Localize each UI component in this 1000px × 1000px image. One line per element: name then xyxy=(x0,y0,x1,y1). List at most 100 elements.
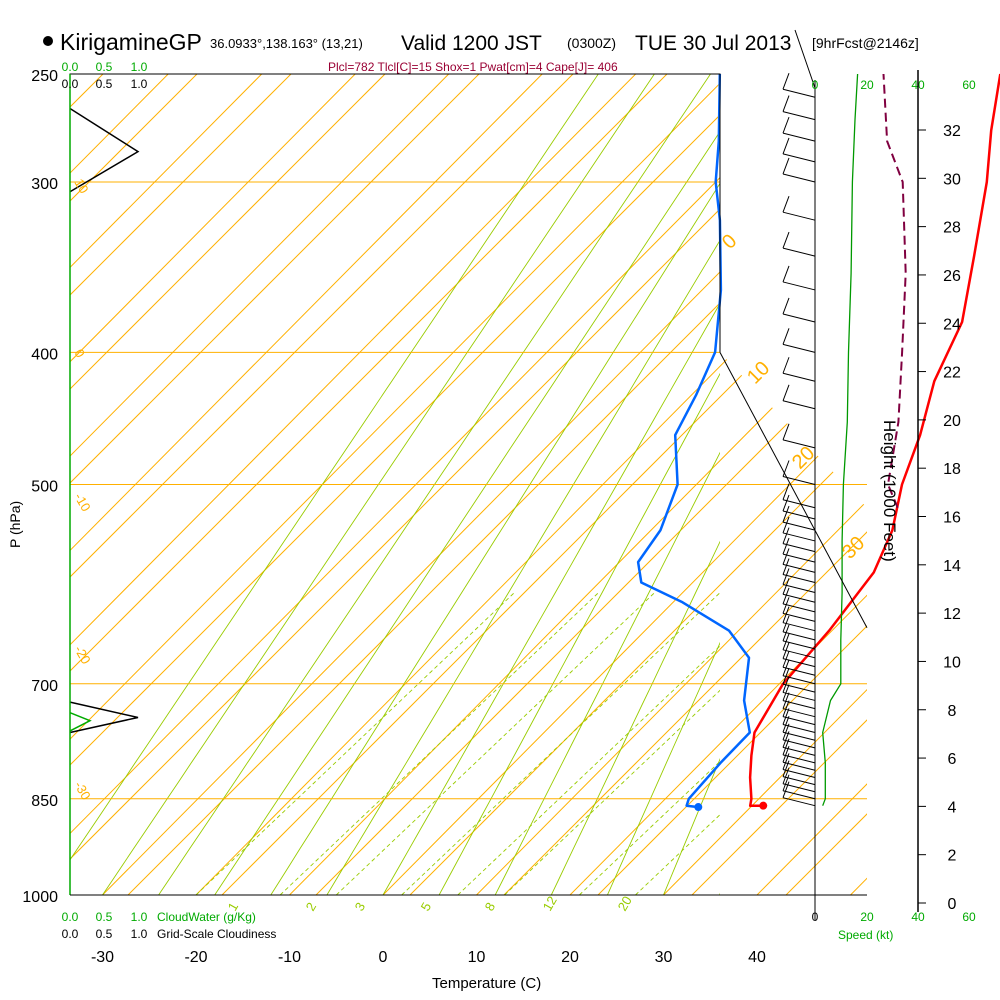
wind-barb-feather xyxy=(782,578,790,595)
wind-barb-shaft xyxy=(782,343,816,353)
wind-barb xyxy=(782,716,816,741)
isotherm-line xyxy=(663,74,867,895)
wind-barb xyxy=(782,597,816,622)
speed-axis-label: Speed (kt) xyxy=(838,928,893,942)
site-name: KirigamineGP xyxy=(60,29,202,55)
height-tick-label: 18 xyxy=(943,461,961,478)
moist-adiabat-line xyxy=(438,372,720,895)
wind-barb-feather xyxy=(782,505,790,523)
wind-barb xyxy=(782,231,816,257)
wind-barb-feather xyxy=(782,597,790,614)
wind-barb xyxy=(782,700,816,726)
moist-adiabat-line xyxy=(270,182,720,895)
wind-barb-feather xyxy=(782,781,790,798)
cloudiness-top-tick-label: 0.5 xyxy=(96,77,113,91)
pressure-tick-label: 850 xyxy=(31,793,58,810)
mixing-ratio-line xyxy=(579,760,720,895)
wind-barb-shaft xyxy=(782,683,816,693)
valid-date: TUE 30 Jul 2013 xyxy=(635,32,791,55)
wind-barb xyxy=(782,568,816,593)
wind-barb-shaft xyxy=(782,153,816,163)
speed-tick-label: 20 xyxy=(860,910,874,924)
wind-barb-feather xyxy=(782,423,790,441)
cloudiness-top-tick-label: 1.0 xyxy=(131,77,148,91)
mixing-ratio-lines xyxy=(195,592,720,895)
moist-adiabat-line xyxy=(102,74,655,895)
wind-barb xyxy=(782,505,816,531)
wind-barb-shaft xyxy=(782,173,816,183)
wind-barb-shaft xyxy=(782,708,816,718)
wind-barb-feather xyxy=(782,684,790,701)
wind-barb-shaft xyxy=(782,731,816,741)
wind-barb-shaft xyxy=(782,754,816,764)
wind-barb-feather xyxy=(782,297,790,315)
wind-barb-shaft xyxy=(782,372,816,382)
wind-barb xyxy=(782,196,816,221)
wind-barb-shaft xyxy=(782,666,816,676)
speed-top-tick-label: 20 xyxy=(860,78,874,92)
wind-barb-feather xyxy=(782,265,790,283)
wind-barb-shaft xyxy=(782,675,816,685)
wind-barb xyxy=(782,357,816,382)
wind-barb-shaft xyxy=(782,658,816,668)
wind-barb-feather xyxy=(782,384,790,401)
cloudiness-tick-label: 0.5 xyxy=(96,927,113,941)
height-tick-label: 32 xyxy=(943,123,961,140)
mixing-ratio-label: 20 xyxy=(615,893,635,913)
temperature-tick-label: -30 xyxy=(91,949,114,966)
wind-barb-feather xyxy=(782,231,790,249)
wind-barb-feather xyxy=(782,460,790,477)
wind-barb-shaft xyxy=(782,211,816,221)
wind-barb-shaft xyxy=(782,716,816,726)
mixing-ratio-label: 12 xyxy=(540,893,560,913)
wind-barb-shaft xyxy=(782,439,816,449)
wind-barb-shaft xyxy=(782,247,816,257)
cloudiness-tick-label: 0.0 xyxy=(62,927,79,941)
height-tick-label: 0 xyxy=(948,896,957,913)
wind-barb xyxy=(782,723,816,749)
wind-barb-shaft xyxy=(782,593,816,603)
wind-barb-feather xyxy=(782,708,790,725)
speed-top-tick-label: 60 xyxy=(962,78,976,92)
wind-barb-shaft xyxy=(782,132,816,142)
site-location: 36.0933°,138.163° (13,21) xyxy=(210,36,363,51)
wind-barb xyxy=(782,460,816,485)
isotherm-line xyxy=(476,74,867,895)
wind-barb-shaft xyxy=(782,574,816,584)
wind-barb xyxy=(782,578,816,603)
wind-barb-feather xyxy=(782,692,790,709)
temperature-surface-marker xyxy=(759,801,768,810)
moist-adiabat-lines xyxy=(70,74,720,895)
wind-barb-feather xyxy=(782,537,790,555)
bullet-icon xyxy=(43,36,53,46)
wind-barb-shaft xyxy=(782,761,816,771)
wind-barb xyxy=(782,265,816,291)
mixing-ratio-line xyxy=(457,645,720,895)
wind-barb xyxy=(782,157,816,183)
mixing-ratio-line xyxy=(401,592,720,895)
forecast-label: [9hrFcst@2146z] xyxy=(812,35,919,51)
cloudiness-profile xyxy=(69,701,139,734)
isotherm-line xyxy=(70,74,356,895)
diagonal-edge xyxy=(719,352,868,628)
wind-barb-shaft xyxy=(782,563,816,573)
cloudwater-tick-label: 1.0 xyxy=(131,910,148,924)
dry-adiabat-line xyxy=(70,74,386,895)
height-axis-label: Height (1000 Feet) xyxy=(880,420,899,562)
wind-barb-feather xyxy=(782,494,790,512)
profiles xyxy=(69,73,1000,812)
mixing-ratio-line xyxy=(335,592,656,895)
cloudiness-axis-label: Grid-Scale Cloudiness xyxy=(157,927,276,941)
isotherm-line xyxy=(569,74,867,895)
mixing-ratio-line xyxy=(195,592,515,895)
cloudwater-axis-label: CloudWater (g/Kg) xyxy=(157,910,256,924)
height-tick-label: 16 xyxy=(943,510,961,527)
height-tick-label: 4 xyxy=(948,799,957,816)
mixing-ratio-line xyxy=(504,689,720,895)
wind-barb xyxy=(782,95,816,121)
wind-barb xyxy=(782,527,816,553)
temperature-tick-label: -10 xyxy=(278,949,301,966)
height-tick-label: 2 xyxy=(948,848,957,865)
wind-barb-feather xyxy=(782,196,790,213)
